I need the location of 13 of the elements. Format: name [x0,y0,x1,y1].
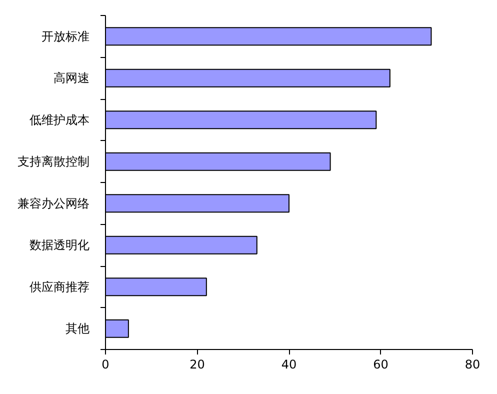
y-tick-label: 支持离散控制 [18,154,90,169]
y-tick-label: 高网速 [54,71,90,86]
x-tick-label: 40 [281,358,297,372]
y-tick-label: 开放标准 [42,29,90,44]
y-tick-label: 其他 [66,322,90,336]
y-tick-label: 数据透明化 [30,238,90,252]
x-tick-label: 20 [190,358,205,372]
x-tick-label: 60 [373,358,388,372]
y-tick-label: 兼容办公网络 [18,196,90,210]
x-tick-label: 0 [102,358,110,372]
x-tick-label: 80 [464,358,480,372]
y-tick-label: 供应商推荐 [30,280,90,294]
y-tick-label: 低维护成本 [30,112,90,127]
